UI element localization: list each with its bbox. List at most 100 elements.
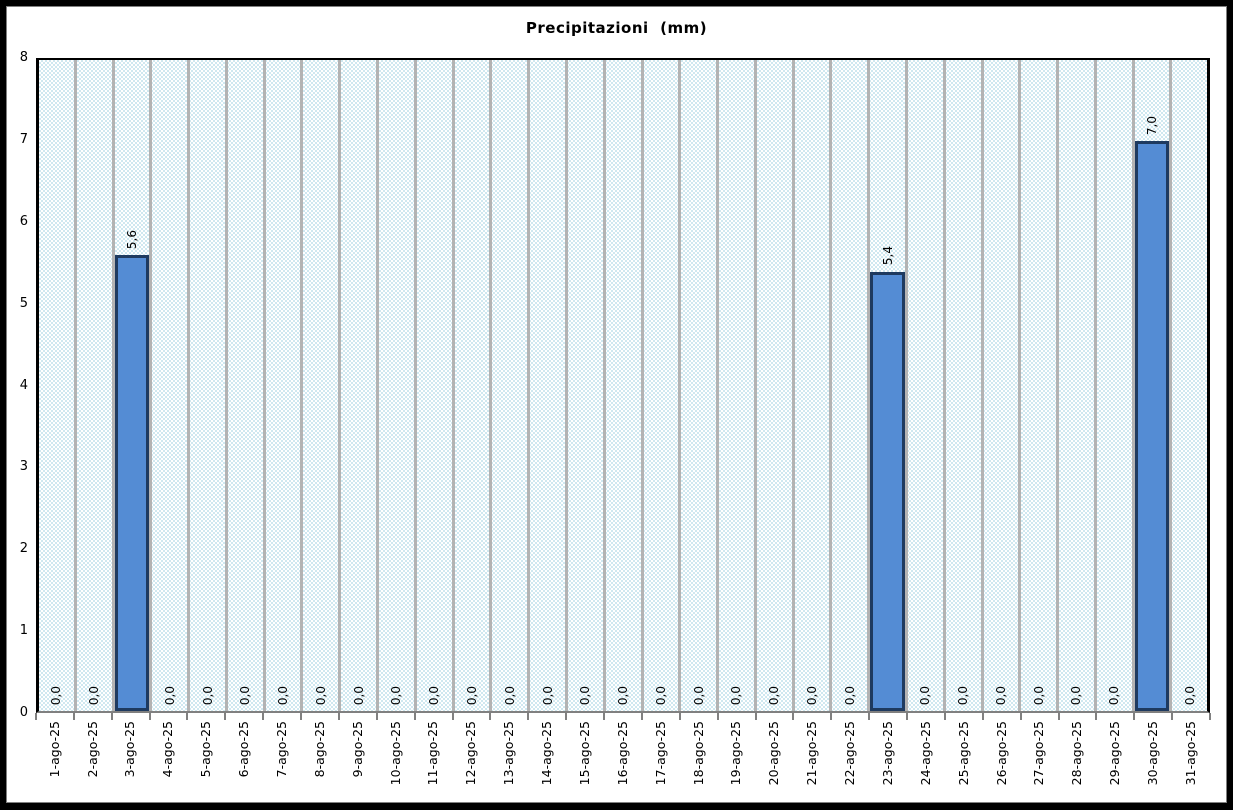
y-tick-label: 1 bbox=[19, 623, 28, 639]
x-tick bbox=[1019, 713, 1022, 720]
category-label: 29-ago-25 bbox=[1107, 721, 1123, 786]
x-label-cell: 9-ago-25 bbox=[339, 721, 377, 809]
value-label: 0,0 bbox=[956, 685, 971, 705]
x-tick bbox=[413, 713, 416, 720]
value-label: 0,0 bbox=[49, 685, 64, 705]
chart-title: Precipitazioni (mm) bbox=[525, 19, 708, 37]
y-tick-label: 5 bbox=[19, 295, 28, 311]
value-label: 0,0 bbox=[276, 685, 291, 705]
x-label-cell: 14-ago-25 bbox=[528, 721, 566, 809]
value-label: 0,0 bbox=[616, 685, 631, 705]
x-label-cell: 16-ago-25 bbox=[604, 721, 642, 809]
category-label: 12-ago-25 bbox=[463, 721, 479, 786]
x-label-cell: 24-ago-25 bbox=[907, 721, 945, 809]
x-tick bbox=[1133, 713, 1136, 720]
x-label-cell: 7-ago-25 bbox=[263, 721, 301, 809]
value-label: 0,0 bbox=[540, 685, 555, 705]
x-label-cell: 22-ago-25 bbox=[831, 721, 869, 809]
x-axis-labels: 1-ago-25 2-ago-25 3-ago-25 4-ago-25 5-ago-25… bbox=[36, 721, 1210, 809]
category-column: 0,0 bbox=[644, 60, 682, 711]
category-label: 22-ago-25 bbox=[842, 721, 858, 786]
value-label: 0,0 bbox=[993, 685, 1008, 705]
plot-area: 0,0 0,0 5,6 0,0 0,0 0,0 0,0 0,0 0,0 0,0 0,0 0,0 0,0 0… bbox=[36, 58, 1210, 713]
x-tick bbox=[1057, 713, 1060, 720]
category-label: 31-ago-25 bbox=[1182, 721, 1198, 786]
x-label-cell: 18-ago-25 bbox=[680, 721, 718, 809]
category-label: 10-ago-25 bbox=[387, 721, 403, 786]
x-label-cell: 19-ago-25 bbox=[718, 721, 756, 809]
value-label: 0,0 bbox=[464, 685, 479, 705]
category-column: 0,0 bbox=[719, 60, 757, 711]
value-label: 5,6 bbox=[124, 230, 139, 250]
y-tick-label: 7 bbox=[19, 131, 28, 147]
x-tick bbox=[565, 713, 568, 720]
value-label: 0,0 bbox=[653, 685, 668, 705]
x-label-cell: 20-ago-25 bbox=[756, 721, 794, 809]
x-label-cell: 11-ago-25 bbox=[415, 721, 453, 809]
value-label: 0,0 bbox=[1182, 685, 1197, 705]
x-label-cell: 15-ago-25 bbox=[566, 721, 604, 809]
x-tick bbox=[224, 713, 227, 720]
y-tick-label: 2 bbox=[19, 541, 28, 557]
category-column: 0,0 bbox=[681, 60, 720, 711]
value-label: 0,0 bbox=[162, 685, 177, 705]
value-label: 0,0 bbox=[918, 685, 933, 705]
x-label-cell: 1-ago-25 bbox=[36, 721, 74, 809]
x-label-cell: 4-ago-25 bbox=[150, 721, 188, 809]
category-column: 0,0 bbox=[946, 60, 984, 711]
x-tick bbox=[489, 713, 492, 720]
x-label-cell: 2-ago-25 bbox=[74, 721, 112, 809]
category-column: 0,0 bbox=[908, 60, 946, 711]
x-tick bbox=[375, 713, 378, 720]
x-label-cell: 8-ago-25 bbox=[301, 721, 339, 809]
category-column: 0,0 bbox=[190, 60, 228, 711]
category-label: 17-ago-25 bbox=[652, 721, 668, 786]
value-label: 0,0 bbox=[313, 685, 328, 705]
category-column: 0,0 bbox=[39, 60, 77, 711]
x-label-cell: 3-ago-25 bbox=[112, 721, 150, 809]
x-tick bbox=[716, 713, 719, 720]
category-label: 5-ago-25 bbox=[198, 721, 214, 778]
bar bbox=[114, 255, 150, 711]
x-tick bbox=[906, 713, 909, 720]
x-tick bbox=[1095, 713, 1098, 720]
category-label: 11-ago-25 bbox=[425, 721, 441, 786]
category-column: 0,0 bbox=[379, 60, 417, 711]
y-tick-label: 6 bbox=[19, 213, 28, 229]
category-label: 14-ago-25 bbox=[539, 721, 555, 786]
x-tick bbox=[35, 713, 37, 720]
value-label: 0,0 bbox=[238, 685, 253, 705]
category-column: 0,0 bbox=[455, 60, 493, 711]
category-label: 9-ago-25 bbox=[349, 721, 365, 778]
x-tick bbox=[451, 713, 454, 720]
category-label: 15-ago-25 bbox=[576, 721, 592, 786]
value-label: 0,0 bbox=[578, 685, 593, 705]
x-tick bbox=[337, 713, 340, 720]
value-label: 0,0 bbox=[87, 685, 102, 705]
category-label: 16-ago-25 bbox=[614, 721, 630, 786]
category-label: 24-ago-25 bbox=[917, 721, 933, 786]
x-axis-ticks bbox=[35, 713, 1211, 720]
x-tick bbox=[754, 713, 757, 720]
category-label: 13-ago-25 bbox=[501, 721, 517, 786]
value-label: 0,0 bbox=[1031, 685, 1046, 705]
category-label: 26-ago-25 bbox=[993, 721, 1009, 786]
category-column: 0,0 bbox=[1059, 60, 1097, 711]
x-tick bbox=[300, 713, 303, 720]
category-column: 0,0 bbox=[832, 60, 871, 711]
category-label: 3-ago-25 bbox=[122, 721, 138, 778]
category-label: 25-ago-25 bbox=[955, 721, 971, 786]
x-tick bbox=[981, 713, 984, 720]
category-column: 0,0 bbox=[1097, 60, 1135, 711]
x-tick bbox=[792, 713, 795, 720]
value-label: 0,0 bbox=[351, 685, 366, 705]
x-label-cell: 12-ago-25 bbox=[453, 721, 491, 809]
category-column: 0,0 bbox=[606, 60, 644, 711]
x-label-cell: 27-ago-25 bbox=[1021, 721, 1059, 809]
y-tick-label: 0 bbox=[19, 705, 28, 720]
value-label: 0,0 bbox=[389, 685, 404, 705]
category-column: 0,0 bbox=[303, 60, 342, 711]
value-label: 0,0 bbox=[502, 685, 517, 705]
x-tick bbox=[943, 713, 946, 720]
